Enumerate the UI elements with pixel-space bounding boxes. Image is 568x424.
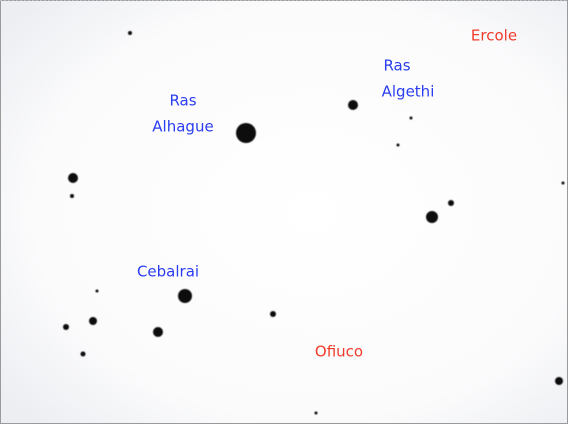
star bbox=[426, 211, 438, 223]
star-label: Ras bbox=[383, 57, 410, 75]
stars bbox=[63, 31, 565, 415]
star bbox=[70, 194, 74, 198]
star-label: Algethi bbox=[382, 83, 435, 101]
constellation-label: Ercole bbox=[471, 27, 517, 45]
star bbox=[95, 289, 99, 293]
star bbox=[561, 181, 565, 185]
star bbox=[63, 324, 69, 330]
star bbox=[80, 351, 86, 357]
star bbox=[89, 317, 97, 325]
star-label: Alhague bbox=[152, 118, 213, 136]
star bbox=[409, 116, 413, 120]
star bbox=[270, 311, 276, 317]
star bbox=[68, 173, 78, 183]
star bbox=[448, 200, 454, 206]
star bbox=[396, 143, 400, 147]
star bbox=[314, 411, 318, 415]
star bbox=[348, 100, 358, 110]
constellation-label: Ofiuco bbox=[315, 343, 363, 361]
star-label: Ras bbox=[169, 92, 196, 110]
star-label: Cebalrai bbox=[137, 263, 199, 281]
star bbox=[178, 289, 192, 303]
star bbox=[555, 377, 563, 385]
star bbox=[128, 31, 132, 35]
star bbox=[236, 123, 256, 143]
star bbox=[153, 327, 163, 337]
